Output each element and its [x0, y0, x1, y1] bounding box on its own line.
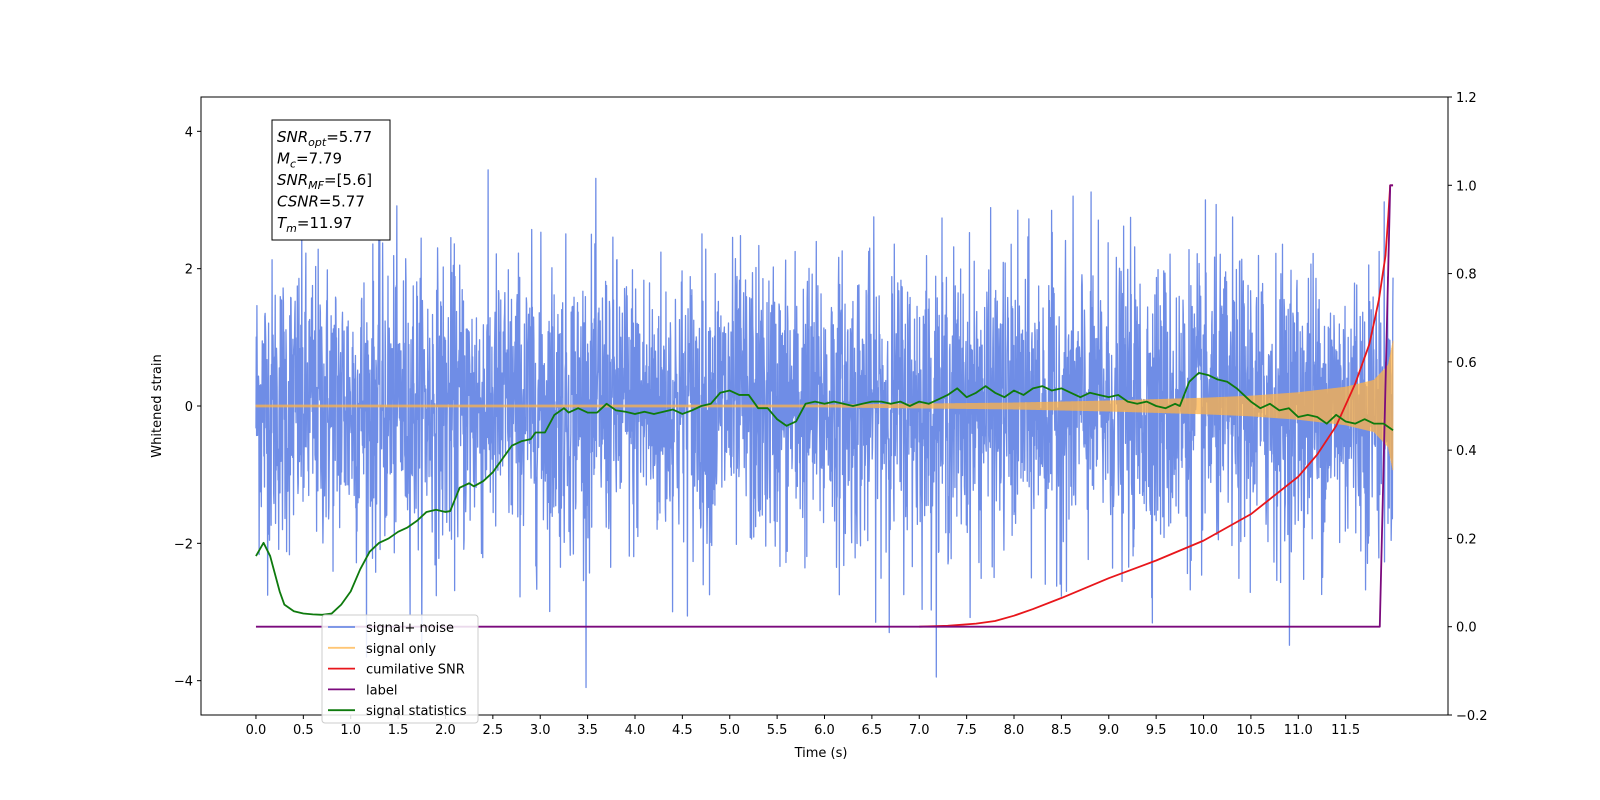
series-line-cumilative-snr	[919, 184, 1394, 628]
y2-tick-label: 0.6	[1456, 356, 1477, 371]
stat-line: Tm=11.97	[277, 214, 352, 235]
x-tick-label: 10.0	[1189, 723, 1218, 738]
legend-entry: label	[366, 683, 397, 698]
y-tick-label: 0	[185, 400, 193, 415]
x-tick-label: 1.5	[388, 723, 409, 738]
legend-entry: signal statistics	[366, 704, 467, 719]
y-tick-label: 2	[185, 263, 193, 278]
legend-entry: cumilative SNR	[366, 663, 465, 678]
legend: signal+ noise signal only cumilative SNR la…	[321, 614, 479, 724]
y-axis-label: Whitened strain	[150, 354, 165, 457]
y-tick-label: 4	[185, 125, 193, 140]
y2-tick-label: 1.2	[1456, 91, 1477, 106]
x-tick-label: 7.5	[956, 723, 977, 738]
y2-tick-label: 0.2	[1456, 532, 1477, 547]
y2-tick-label: −0.2	[1456, 709, 1488, 724]
y2-tick-label: 0.8	[1456, 268, 1477, 283]
x-axis-label: Time (s)	[794, 746, 848, 761]
legend-entry: signal only	[366, 642, 436, 657]
y-tick-label: −2	[174, 537, 193, 552]
x-tick-label: 9.0	[1098, 723, 1119, 738]
x-tick-label: 0.0	[246, 723, 267, 738]
series-line-signal-statistics	[255, 371, 1394, 616]
x-tick-label: 4.0	[625, 723, 646, 738]
y-axis-right: 1.2 1.0 0.8 0.6 0.4 0.2 0.0 −0.2	[1448, 91, 1488, 724]
stat-line: Mc=7.79	[277, 150, 342, 171]
x-tick-label: 8.0	[1004, 723, 1025, 738]
x-tick-label: 4.5	[672, 723, 693, 738]
x-tick-label: 9.5	[1146, 723, 1167, 738]
y2-tick-label: 0.4	[1456, 444, 1477, 459]
x-tick-label: 8.5	[1051, 723, 1072, 738]
stat-line: SNRMF=[5.6]	[277, 171, 372, 192]
x-tick-label: 10.5	[1236, 723, 1265, 738]
x-axis: 0.0 0.5 1.0 1.5 2.0 2.5 3.0 3.5 4.0 4.5 5.0 5.5 6.0 6…	[246, 715, 1360, 738]
x-tick-label: 7.0	[909, 723, 930, 738]
x-tick-label: 3.0	[530, 723, 551, 738]
x-tick-label: 2.0	[435, 723, 456, 738]
series-line-label	[255, 184, 1394, 628]
legend-entry: signal+ noise	[366, 621, 454, 636]
series-line-signal-noise	[255, 169, 1394, 689]
y-axis-left: 4 2 0 −2 −4	[174, 125, 201, 690]
x-tick-label: 11.5	[1331, 723, 1360, 738]
series-layer	[255, 169, 1394, 689]
x-tick-label: 6.5	[862, 723, 883, 738]
x-tick-label: 3.5	[577, 723, 598, 738]
x-tick-label: 2.5	[483, 723, 504, 738]
stat-line: CSNR=5.77	[277, 193, 365, 211]
x-tick-label: 5.0	[719, 723, 740, 738]
y-tick-label: −4	[174, 675, 193, 690]
stat-line: SNRopt=5.77	[277, 128, 372, 149]
x-tick-label: 0.5	[293, 723, 314, 738]
y2-tick-label: 1.0	[1456, 179, 1477, 194]
x-tick-label: 1.0	[340, 723, 361, 738]
y2-tick-label: 0.0	[1456, 621, 1477, 636]
x-tick-label: 6.0	[814, 723, 835, 738]
x-tick-label: 11.0	[1284, 723, 1313, 738]
x-tick-label: 5.5	[767, 723, 788, 738]
